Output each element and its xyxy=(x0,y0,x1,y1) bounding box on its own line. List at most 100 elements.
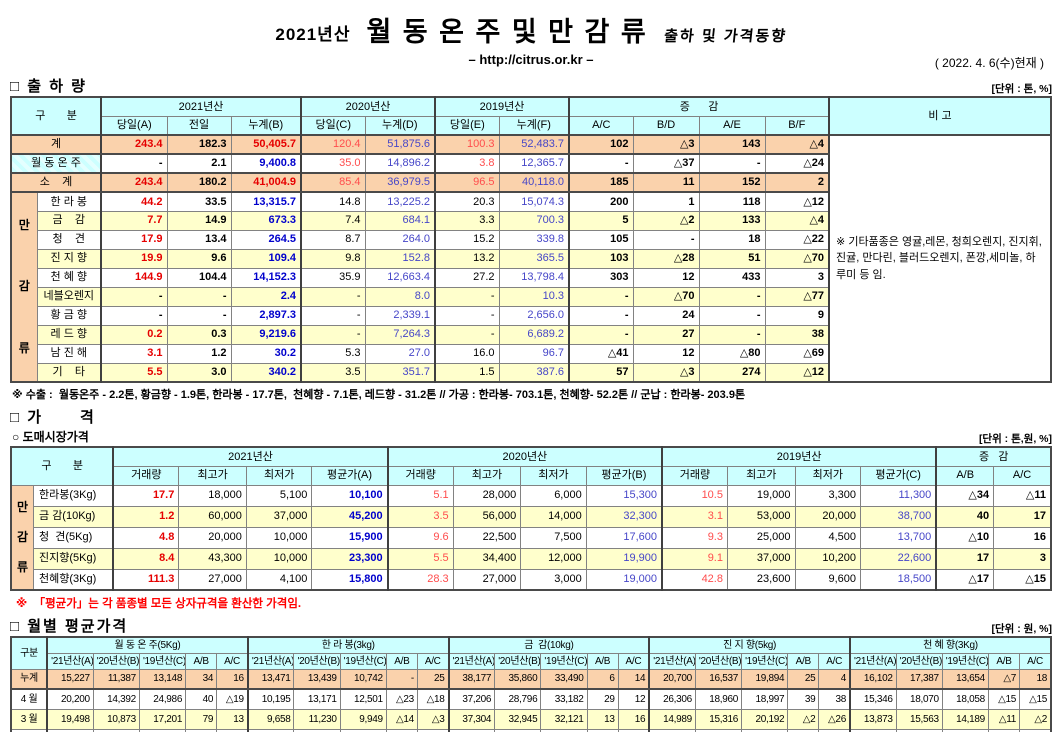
value-cell: 85.4 xyxy=(300,172,366,193)
value-cell: 50,405.7 xyxy=(230,134,302,155)
value-cell: 19,900 xyxy=(585,547,663,570)
value-cell: 19,000 xyxy=(726,484,796,507)
value-cell: 3,000 xyxy=(520,568,587,591)
value-cell: 9,949 xyxy=(339,708,387,730)
shipment-footnote: ※ 수출 : 월동온주 - 2.2톤, 황금향 - 1.9톤, 한라봉 - 17… xyxy=(12,389,746,401)
value-cell: 200 xyxy=(568,191,634,212)
value-cell: - xyxy=(698,153,766,174)
value-cell: 17,600 xyxy=(585,526,663,549)
value-cell: △26 xyxy=(818,708,851,730)
value-cell: 9 xyxy=(764,305,830,326)
value-cell: △17 xyxy=(935,568,995,591)
value-cell: 104.4 xyxy=(166,267,232,288)
value-cell: 18,000 xyxy=(178,484,247,507)
value-cell: △18 xyxy=(416,688,450,710)
value-cell: 17,387 xyxy=(895,668,943,690)
value-cell: 40 xyxy=(935,505,995,528)
column-header: 최고가 xyxy=(452,465,522,486)
value-cell: △70 xyxy=(632,286,700,307)
value-cell: 25 xyxy=(416,668,450,690)
monthly-table: 구분 월 동 온 주(5Kg) 한 라 봉(3kg) 금 감(10kg) 진 지 향(5… xyxy=(10,636,1052,732)
value-cell: 105 xyxy=(568,229,634,250)
value-cell: △2 xyxy=(787,708,820,730)
column-header: A/C xyxy=(216,652,249,670)
row-label: 기 타 xyxy=(36,362,102,383)
value-cell: 16 xyxy=(216,668,249,690)
value-cell: 2.4 xyxy=(230,286,302,307)
column-header: A/C xyxy=(1019,652,1052,670)
value-cell: 182.3 xyxy=(166,134,232,155)
value-cell: 40 xyxy=(185,688,218,710)
value-cell: 433 xyxy=(698,267,766,288)
column-header: A/B xyxy=(586,652,619,670)
title-row: 2021년산 월 동 온 주 및 만 감 류 출하 및 가격동향 xyxy=(10,10,1052,49)
column-header: 비 고 xyxy=(828,96,1052,136)
column-header: 전일 xyxy=(166,115,232,136)
value-cell: 3.8 xyxy=(434,153,500,174)
table-row: 진 지 향 19.9 9.6 109.4 9.8 152.8 13.2 365.5 103 △28… xyxy=(11,248,1051,269)
value-cell: 3.3 xyxy=(434,210,500,231)
value-cell: 51 xyxy=(698,248,766,269)
column-header: 2020년산 xyxy=(300,96,436,117)
value-cell: 28.3 xyxy=(386,568,454,591)
value-cell: 143 xyxy=(698,134,766,155)
value-cell: 185 xyxy=(568,172,634,193)
value-cell: 14,989 xyxy=(648,708,696,730)
value-cell: - xyxy=(300,305,366,326)
value-cell: 37,206 xyxy=(447,688,496,710)
header-row: 구 분 2021년산 2020년산 2019년산 증 감 xyxy=(10,446,1052,486)
value-cell: △7 xyxy=(987,668,1021,690)
value-cell: 52,483.7 xyxy=(498,134,570,155)
column-header: B/D xyxy=(632,115,700,136)
value-cell: 14,189 xyxy=(941,708,989,730)
value-cell: 684.1 xyxy=(364,210,436,231)
value-cell: - xyxy=(434,286,500,307)
value-cell: 243.4 xyxy=(100,172,168,193)
table-row: 계 243.4 182.3 50,405.7 120.4 51,875.6 100.3 52,… xyxy=(10,134,1052,383)
table-row: 청 견 17.9 13.4 264.5 8.7 264.0 15.2 339.8 105-18 △… xyxy=(11,229,1051,250)
value-cell: △80 xyxy=(698,343,766,364)
column-header: '21년산(A) xyxy=(447,652,496,670)
value-cell: 11,300 xyxy=(860,484,937,507)
report-header: 2021년산 월 동 온 주 및 만 감 류 출하 및 가격동향 – http:… xyxy=(10,10,1052,71)
value-cell: 28,000 xyxy=(452,484,522,507)
column-header: 구분 xyxy=(10,636,48,670)
value-cell: 15,300 xyxy=(585,484,663,507)
value-cell: 264.5 xyxy=(230,229,302,250)
page-title: 월 동 온 주 및 만 감 류 xyxy=(366,17,648,47)
column-header: 증 감 xyxy=(568,96,830,117)
value-cell: △11 xyxy=(993,484,1052,507)
row-label: 황 금 향 xyxy=(36,305,102,326)
value-cell: 9.3 xyxy=(660,526,728,549)
table-row: 천혜향(3Kg) 111.3 27,000 4,100 15,800 28.3 27,000… xyxy=(11,568,1052,591)
column-header: '20년산(B) xyxy=(895,652,943,670)
column-header: '19년산(C) xyxy=(339,652,387,670)
value-cell: 29 xyxy=(586,688,619,710)
value-cell: 39 xyxy=(787,688,820,710)
table-row: 소 계 243.4 180.2 41,004.9 85.4 36,979.5 96.5 40,… xyxy=(10,172,1051,193)
value-cell: 18,058 xyxy=(941,688,989,710)
value-cell: 3.1 xyxy=(660,505,728,528)
value-cell: 1.2 xyxy=(112,505,180,528)
value-cell: 15,316 xyxy=(694,708,743,730)
value-cell: 11,230 xyxy=(293,708,341,730)
value-cell: 12 xyxy=(617,688,650,710)
column-header: A/C xyxy=(818,652,851,670)
value-cell: 14,000 xyxy=(520,505,587,528)
value-cell: 13,700 xyxy=(860,526,937,549)
value-cell: 15,800 xyxy=(311,568,389,591)
value-cell: 9,219.6 xyxy=(230,324,302,345)
value-cell: 43,300 xyxy=(178,547,247,570)
value-cell: 27,000 xyxy=(178,568,247,591)
value-cell: 56,000 xyxy=(452,505,522,528)
table-row: 만 감 류 한라봉(3Kg) 17.7 18,000 5,100 10,100 5.1 28,00… xyxy=(10,484,1052,591)
price-subsection-bar: ○ 도매시장가격 [단위 : 톤,원, %] xyxy=(10,427,1052,446)
column-header: 거래량 xyxy=(660,465,728,486)
value-cell: 12 xyxy=(632,343,700,364)
column-header: 2019년산 xyxy=(434,96,570,117)
value-cell: 100.3 xyxy=(434,134,500,155)
monthly-unit-label: [단위 : 원, %] xyxy=(991,623,1052,635)
value-cell: 13,171 xyxy=(293,688,341,710)
value-cell: 14.9 xyxy=(166,210,232,231)
